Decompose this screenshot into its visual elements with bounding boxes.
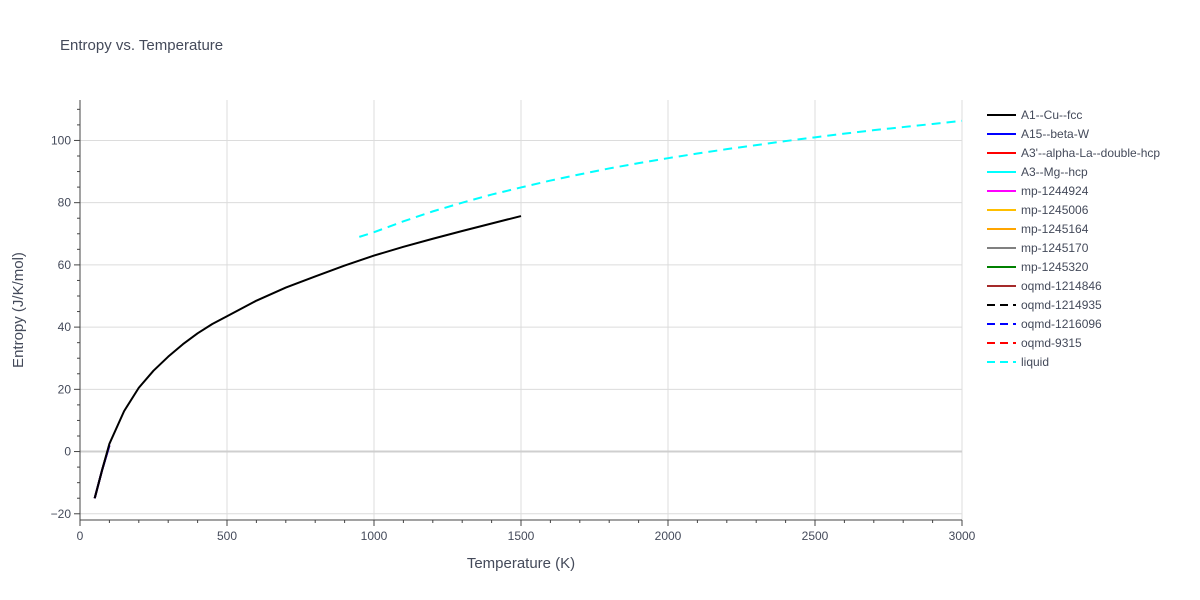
series-line (358, 119, 963, 238)
y-tick-label: 20 (58, 382, 72, 396)
y-tick-label: 60 (58, 258, 72, 272)
x-tick-label: 1000 (361, 529, 388, 543)
grid (80, 100, 963, 520)
legend-item[interactable]: mp-1244924 (987, 184, 1089, 198)
plot-area (93, 119, 963, 499)
legend-item[interactable]: oqmd-1214935 (987, 298, 1102, 312)
y-axis-title: Entropy (J/K/mol) (10, 252, 27, 368)
legend-label: mp-1245006 (1021, 203, 1089, 217)
x-tick-label: 2000 (655, 529, 682, 543)
legend-item[interactable]: A1--Cu--fcc (987, 108, 1082, 122)
legend-item[interactable]: oqmd-1216096 (987, 317, 1102, 331)
legend-item[interactable]: mp-1245006 (987, 203, 1089, 217)
legend-item[interactable]: A15--beta-W (987, 127, 1090, 141)
legend-item[interactable]: mp-1245320 (987, 260, 1089, 274)
legend[interactable]: A1--Cu--fcc A15--beta-W A3'--alpha-La--dou… (987, 108, 1160, 369)
legend-label: oqmd-1214935 (1021, 298, 1102, 312)
series-line (93, 215, 522, 499)
legend-item[interactable]: A3--Mg--hcp (987, 165, 1088, 179)
x-tick-label: 0 (77, 529, 84, 543)
y-tick-label: 100 (51, 133, 71, 147)
legend-label: A3--Mg--hcp (1021, 165, 1088, 179)
x-tick-label: 2500 (802, 529, 829, 543)
legend-item[interactable]: oqmd-9315 (987, 336, 1082, 350)
legend-label: A15--beta-W (1021, 127, 1090, 141)
legend-label: mp-1245170 (1021, 241, 1089, 255)
legend-label: oqmd-1216096 (1021, 317, 1102, 331)
y-tick-label: −20 (51, 507, 72, 521)
legend-label: mp-1245164 (1021, 222, 1089, 236)
legend-item[interactable]: mp-1245164 (987, 222, 1089, 236)
legend-label: mp-1244924 (1021, 184, 1089, 198)
legend-item[interactable]: liquid (987, 355, 1049, 369)
legend-item[interactable]: A3'--alpha-La--double-hcp (987, 146, 1160, 160)
legend-item[interactable]: oqmd-1214846 (987, 279, 1102, 293)
legend-label: oqmd-1214846 (1021, 279, 1102, 293)
legend-label: oqmd-9315 (1021, 336, 1082, 350)
x-tick-label: 500 (217, 529, 237, 543)
legend-label: A1--Cu--fcc (1021, 108, 1082, 122)
y-tick-label: 80 (58, 196, 72, 210)
legend-item[interactable]: mp-1245170 (987, 241, 1089, 255)
x-tick-label: 1500 (508, 529, 535, 543)
legend-label: liquid (1021, 355, 1049, 369)
axes: 0 500 1000 1500 2000 2500 3000 −20 0 20 40 60 80 100 (51, 100, 976, 543)
y-tick-label: 40 (58, 320, 72, 334)
y-tick-label: 0 (64, 445, 71, 459)
legend-label: A3'--alpha-La--double-hcp (1021, 146, 1160, 160)
legend-label: mp-1245320 (1021, 260, 1089, 274)
x-tick-label: 3000 (949, 529, 976, 543)
x-axis-title: Temperature (K) (467, 555, 575, 572)
chart-title: Entropy vs. Temperature (60, 37, 223, 54)
